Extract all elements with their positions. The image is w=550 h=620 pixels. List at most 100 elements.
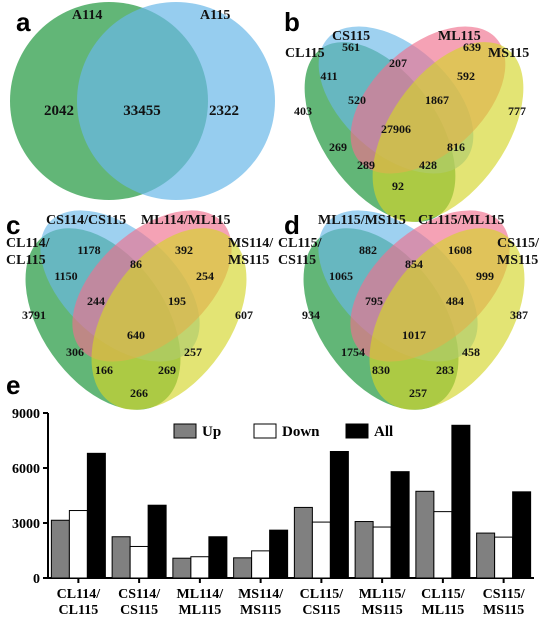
bar-up bbox=[415, 490, 435, 579]
x-tick-label: MS115 bbox=[362, 603, 403, 618]
legend-label: Up bbox=[202, 424, 221, 440]
x-tick-label: ML115 bbox=[178, 603, 221, 618]
venn-b-value: 269 bbox=[329, 140, 347, 154]
x-tick-label: ML115/ bbox=[359, 587, 407, 602]
venn-b-value: 777 bbox=[508, 104, 526, 118]
venn-a-value: 2042 bbox=[44, 103, 74, 119]
venn-c-value: 1150 bbox=[54, 269, 77, 283]
x-tick-label: CS114/ bbox=[118, 587, 161, 602]
venn-b-value: 639 bbox=[463, 40, 481, 54]
x-tick-label: MS114/ bbox=[238, 587, 284, 602]
venn-d-value: 999 bbox=[476, 269, 494, 283]
bar-up bbox=[111, 536, 131, 579]
venn-d-value: 795 bbox=[365, 294, 383, 308]
venn-c-value: 306 bbox=[66, 345, 84, 359]
venn-a: A114 A115 2042 33455 2322 bbox=[10, 2, 275, 200]
bar-down bbox=[433, 511, 453, 579]
venn-c-value: 244 bbox=[87, 294, 105, 308]
bar-all bbox=[512, 491, 532, 579]
venn-d-label: CL115/ML115 bbox=[418, 213, 504, 228]
venn-a-label-a115: A115 bbox=[200, 8, 230, 23]
x-tick-label: CL115/ bbox=[421, 587, 466, 602]
venn-d-label: CS115/ bbox=[497, 236, 540, 251]
y-tick-label: 6000 bbox=[12, 462, 40, 477]
venn-d-value: 257 bbox=[409, 386, 427, 400]
venn-b-value: 816 bbox=[447, 140, 465, 154]
venn-d-value: 882 bbox=[359, 243, 377, 257]
venn-b-value: 27906 bbox=[381, 122, 411, 136]
venn-c-label: ML114/ML115 bbox=[141, 213, 230, 228]
venn-d-value: 1754 bbox=[341, 345, 365, 359]
bar-all bbox=[147, 504, 167, 579]
venn-b-value: 92 bbox=[392, 179, 404, 193]
y-tick-label: 9000 bbox=[12, 407, 40, 422]
bar-down bbox=[372, 526, 392, 579]
venn-b-value: 520 bbox=[348, 93, 366, 107]
venn-d-value: 387 bbox=[510, 308, 528, 322]
bar-up bbox=[293, 506, 313, 579]
venn-b-value: 403 bbox=[294, 104, 312, 118]
venn-b-value: 561 bbox=[342, 40, 360, 54]
legend-label: All bbox=[374, 424, 393, 440]
venn-d-value: 934 bbox=[302, 308, 320, 322]
x-tick-label: MS115 bbox=[483, 603, 524, 618]
venn-b-ellipse-ms115 bbox=[372, 42, 524, 222]
venn-b-value: 411 bbox=[320, 69, 337, 83]
bar-down bbox=[251, 550, 271, 579]
bar-all bbox=[451, 424, 471, 579]
bar-up bbox=[50, 519, 70, 579]
venn-a-label-a114: A114 bbox=[72, 8, 102, 23]
venn-d-value: 484 bbox=[446, 294, 464, 308]
legend-swatch bbox=[253, 423, 277, 439]
venn-c-label: MS114/ bbox=[228, 236, 274, 251]
venn-b-value: 1867 bbox=[425, 93, 449, 107]
panel-label-c: c bbox=[6, 210, 20, 240]
venn-c-value: 266 bbox=[130, 386, 148, 400]
venn-c-value: 269 bbox=[158, 363, 176, 377]
bar-chart: 0 3000 6000 9000 CL114/CL115 CS114/CS115 ML114… bbox=[12, 407, 534, 618]
legend-swatch bbox=[173, 423, 197, 439]
venn-c-label: MS115 bbox=[228, 253, 269, 268]
venn-d-ellipse-4 bbox=[369, 228, 525, 410]
venn-c-value: 195 bbox=[168, 294, 186, 308]
venn-b-value: 207 bbox=[389, 56, 407, 70]
venn-d-label: ML115/MS115 bbox=[318, 213, 406, 228]
venn-b-label: ML115 bbox=[438, 29, 481, 44]
x-tick-label: CL115 bbox=[59, 603, 99, 618]
panel-label-b: b bbox=[284, 7, 300, 37]
venn-b-label: MS115 bbox=[488, 46, 529, 61]
venn-a-value: 33455 bbox=[123, 103, 161, 119]
venn-d-label: CL115/ bbox=[278, 236, 323, 251]
venn-c-label: CS114/CS115 bbox=[46, 213, 126, 228]
venn-c-value: 607 bbox=[235, 308, 253, 322]
venn-c-value: 257 bbox=[184, 345, 202, 359]
x-tick-label: CL115/ bbox=[300, 587, 345, 602]
venn-b-value: 592 bbox=[457, 69, 475, 83]
bar-down bbox=[494, 536, 514, 579]
venn-c-value: 166 bbox=[95, 363, 113, 377]
venn-c-value: 1178 bbox=[77, 243, 100, 257]
venn-d-value: 283 bbox=[436, 363, 454, 377]
venn-c-value: 86 bbox=[130, 257, 142, 271]
legend-swatch bbox=[345, 423, 369, 439]
venn-b: CS115 ML115 CL115 MS115 561 639 411 207 … bbox=[285, 26, 529, 222]
venn-d-value: 1608 bbox=[448, 243, 472, 257]
venn-c-value: 254 bbox=[196, 269, 214, 283]
bar-down bbox=[129, 545, 149, 579]
bar-all bbox=[269, 529, 289, 579]
x-tick-label: CS115 bbox=[302, 603, 340, 618]
venn-d-value: 458 bbox=[462, 345, 480, 359]
bar-all bbox=[329, 451, 349, 579]
venn-c-ellipse-ms bbox=[91, 228, 247, 410]
venn-b-label: CS115 bbox=[332, 29, 370, 44]
x-tick-label: ML114/ bbox=[177, 587, 225, 602]
bar-all bbox=[86, 452, 106, 579]
venn-b-value: 289 bbox=[357, 158, 375, 172]
x-tick-label: MS115 bbox=[240, 603, 281, 618]
x-tick-label: CS115 bbox=[120, 603, 158, 618]
venn-d-value: 1065 bbox=[329, 269, 353, 283]
bar-down bbox=[190, 556, 210, 579]
venn-d: ML115/MS115 CL115/ML115 CL115/ CS115 CS1… bbox=[278, 210, 540, 410]
panel-label-e: e bbox=[6, 370, 20, 400]
venn-c-value: 3791 bbox=[22, 308, 46, 322]
